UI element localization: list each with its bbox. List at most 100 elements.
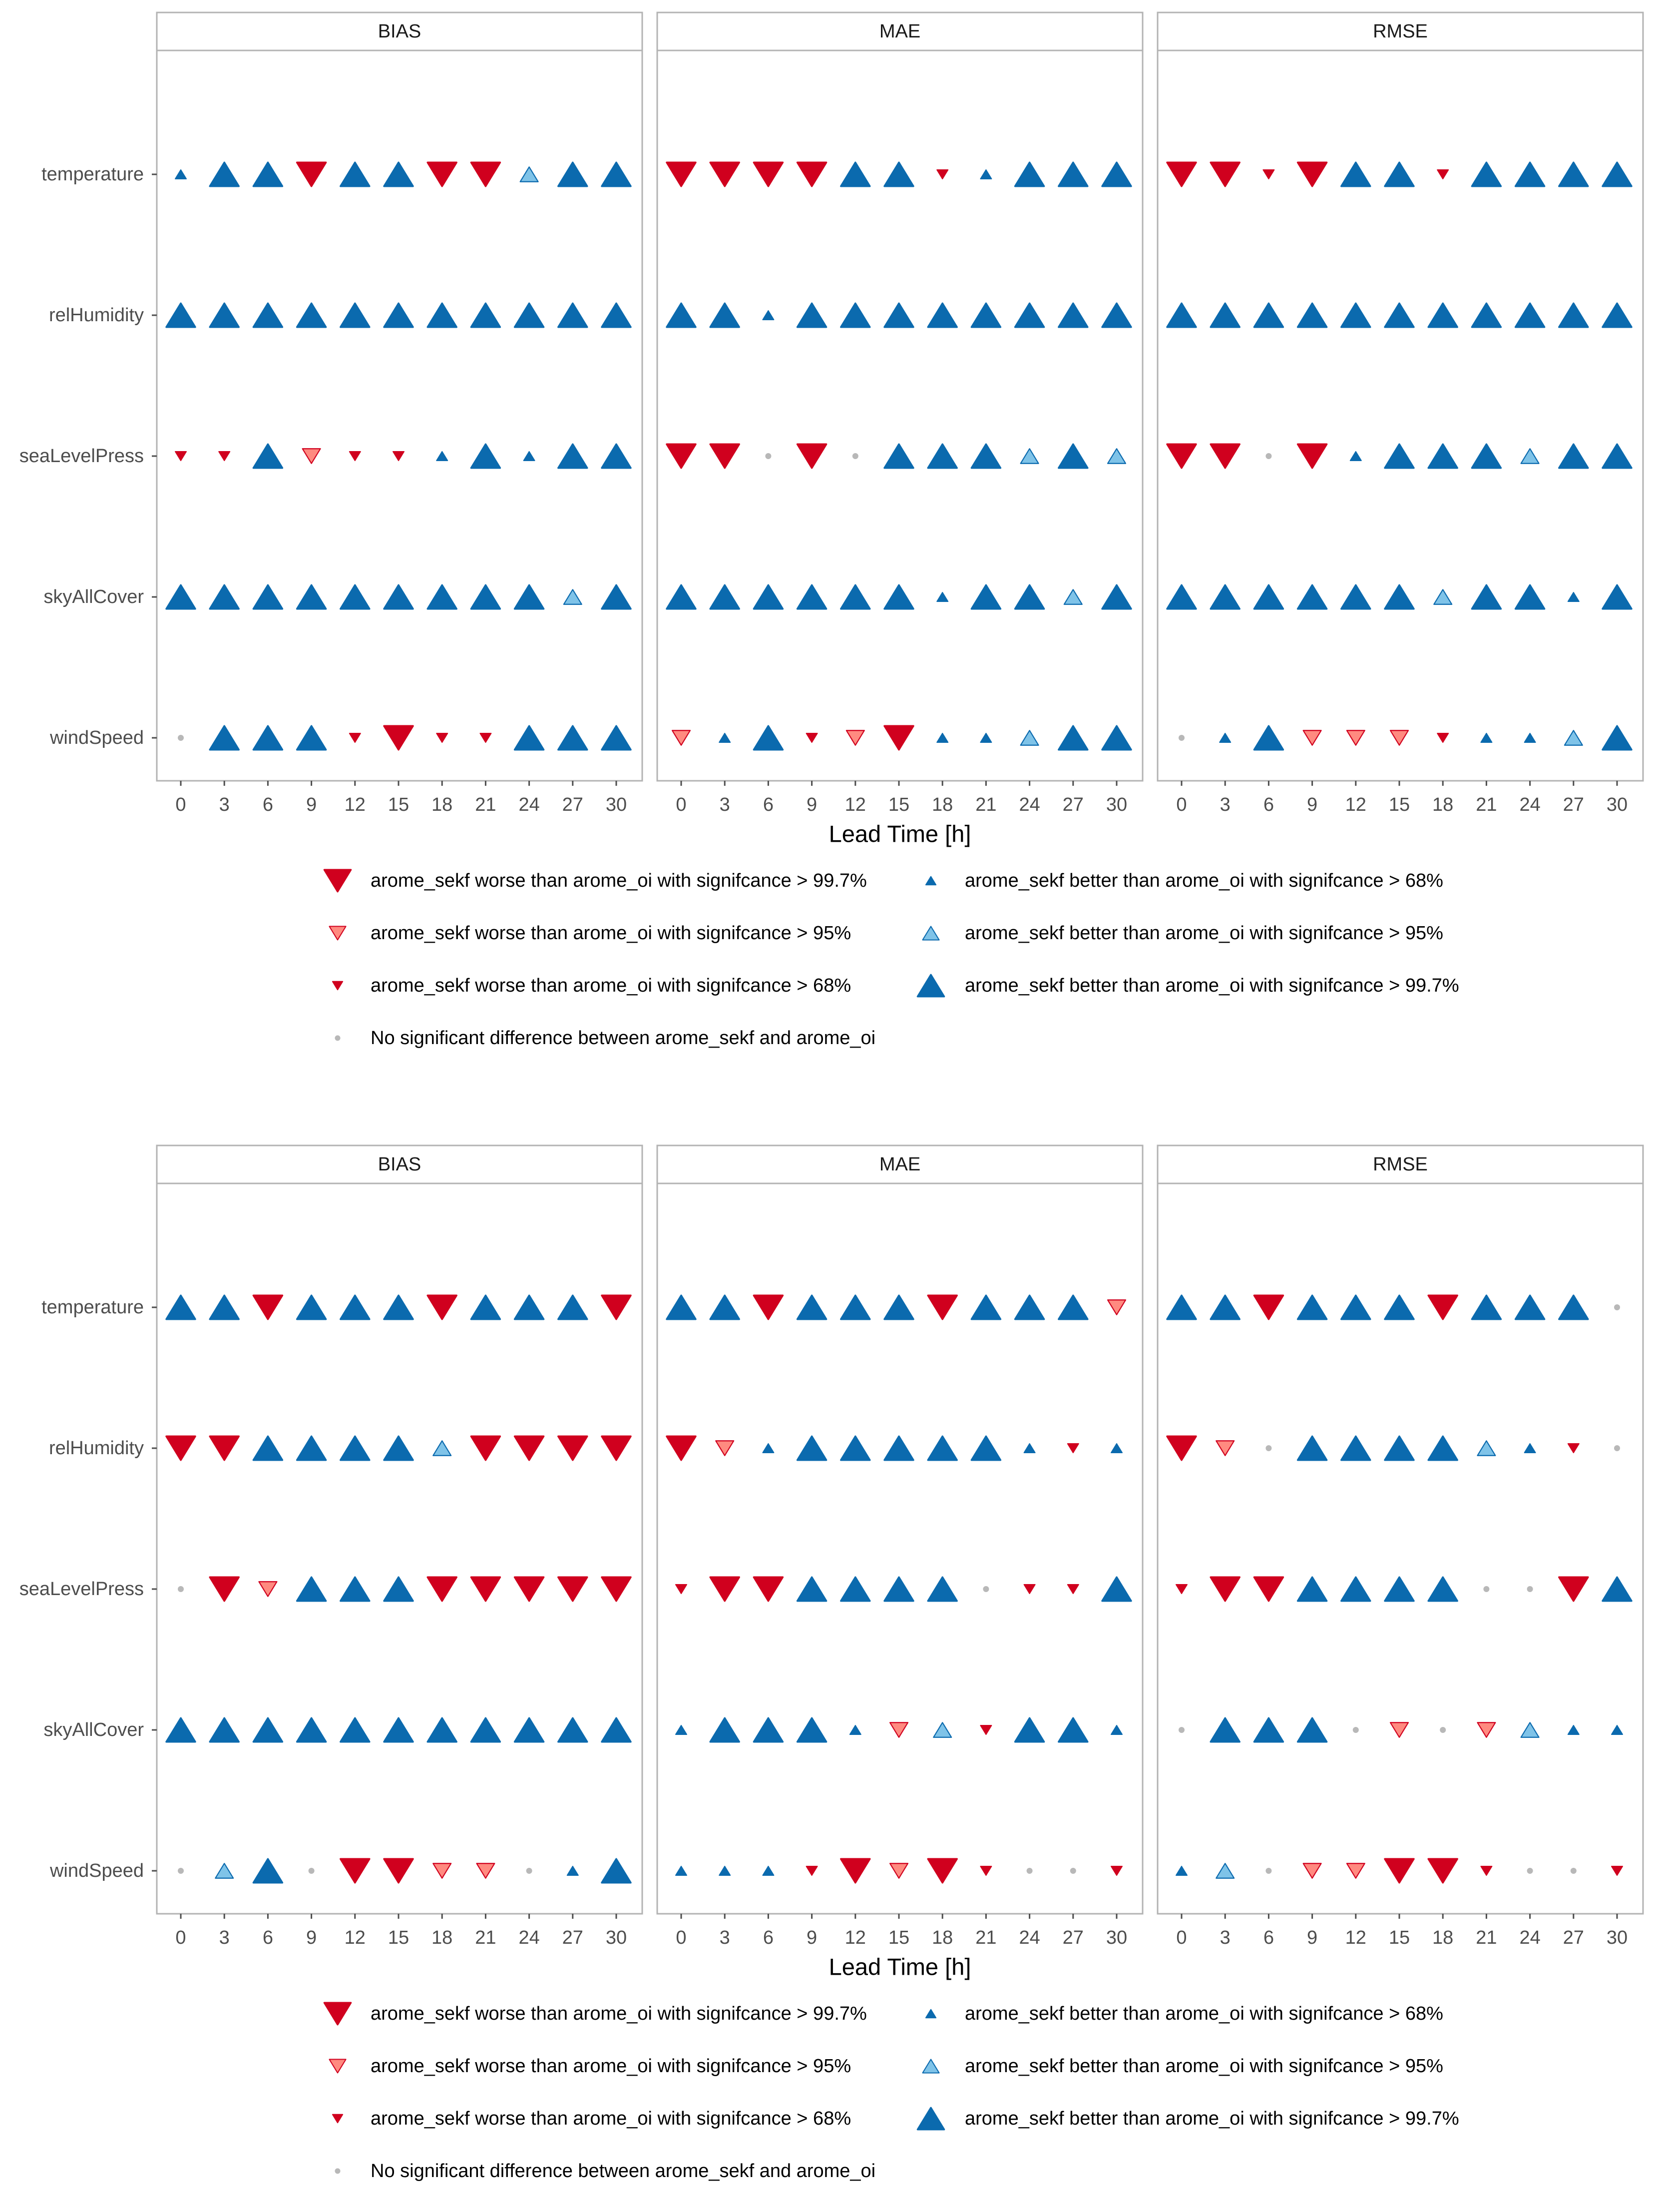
better-99-7-marker <box>709 302 740 328</box>
better-99-7-marker <box>601 1858 632 1884</box>
better-99-7-marker <box>513 725 545 751</box>
x-tick-label: 9 <box>306 794 317 815</box>
better-68-marker <box>980 169 992 180</box>
worse-99-7-marker <box>796 443 828 469</box>
x-tick-label: 30 <box>1106 794 1127 815</box>
worse-99-7-marker <box>165 1435 196 1461</box>
legend-label: No significant difference between arome_… <box>371 1028 875 1049</box>
y-tick-label: relHumidity <box>49 1438 144 1459</box>
better-99-7-marker <box>513 584 545 610</box>
better-99-7-marker <box>1471 302 1502 328</box>
neutral-marker <box>983 1586 989 1592</box>
x-tick-label: 12 <box>345 1927 366 1948</box>
x-tick-label: 21 <box>475 1927 496 1948</box>
x-tick-label: 24 <box>518 1927 539 1948</box>
neutral-marker <box>1614 1304 1620 1310</box>
legend-label: arome_sekf worse than arome_oi with sign… <box>371 2056 851 2077</box>
worse-99-7-marker <box>426 161 457 187</box>
worse-95-marker <box>1216 1440 1235 1456</box>
y-tick-label: temperature <box>41 1297 144 1318</box>
better-99-7-marker <box>1166 302 1197 328</box>
x-tick-label: 24 <box>1519 794 1540 815</box>
better-99-7-marker <box>666 584 697 610</box>
better-99-7-marker <box>383 1717 414 1743</box>
worse-99-7-marker <box>1210 443 1241 469</box>
better-99-7-marker <box>557 443 588 469</box>
better-68-marker <box>1023 1443 1036 1454</box>
worse-68-marker <box>332 981 344 991</box>
facet-panel-rmse: RMSE 0 3 6 9 12 15 18 21 24 27 30 <box>1157 1144 1644 1948</box>
worse-95-marker <box>1302 1863 1322 1879</box>
better-68-marker <box>1111 1724 1123 1735</box>
worse-99-7-marker <box>666 443 697 469</box>
better-99-7-marker <box>470 1294 501 1320</box>
better-68-marker <box>175 169 187 180</box>
better-99-7-marker <box>296 1576 327 1602</box>
worse-99-7-marker <box>709 443 740 469</box>
worse-99-7-marker <box>470 1576 501 1602</box>
worse-68-marker <box>980 1865 992 1876</box>
better-99-7-marker <box>1058 725 1089 751</box>
y-tick-label: windSpeed <box>49 727 144 748</box>
x-tick-label: 27 <box>1563 1927 1584 1948</box>
better-99-7-marker <box>209 302 240 328</box>
x-tick-label: 27 <box>562 1927 583 1948</box>
worse-99-7-marker <box>426 1294 457 1320</box>
x-axis-title: Lead Time [h] <box>829 820 971 847</box>
x-tick-label: 21 <box>1476 794 1497 815</box>
better-68-marker <box>762 1865 775 1876</box>
better-99-7-marker <box>1427 1576 1458 1602</box>
y-tick-label: skyAllCover <box>43 1719 144 1740</box>
better-99-7-marker <box>1602 161 1633 187</box>
x-tick-label: 30 <box>606 1927 627 1948</box>
worse-99-7-marker <box>513 1576 545 1602</box>
better-99-7-marker <box>557 161 588 187</box>
x-tick-label: 30 <box>606 794 627 815</box>
x-tick-label: 3 <box>720 1927 730 1948</box>
better-99-7-marker <box>970 584 1002 610</box>
worse-95-marker <box>1477 1722 1496 1738</box>
better-99-7-marker <box>840 1576 871 1602</box>
x-tick-label: 30 <box>1106 1927 1127 1948</box>
better-99-7-marker <box>1058 1294 1089 1320</box>
better-99-7-marker <box>1558 1294 1589 1320</box>
x-tick-label: 6 <box>263 1927 273 1948</box>
worse-68-marker <box>436 732 448 743</box>
plot-panel <box>656 49 1144 782</box>
x-tick-label: 15 <box>388 794 409 815</box>
better-99-7-marker <box>1602 1576 1633 1602</box>
better-99-7-marker <box>1253 302 1284 328</box>
better-99-7-marker <box>753 1717 784 1743</box>
neutral-marker <box>1440 1727 1446 1733</box>
x-tick-label: 0 <box>676 794 686 815</box>
better-99-7-marker <box>1558 302 1589 328</box>
better-99-7-marker <box>1384 1576 1415 1602</box>
better-99-7-marker <box>1514 161 1546 187</box>
better-95-marker <box>1520 1722 1540 1738</box>
x-tick-label: 0 <box>1176 1927 1187 1948</box>
better-99-7-marker <box>883 1576 914 1602</box>
worse-95-marker <box>889 1863 909 1879</box>
legend-item: No significant difference between arome_… <box>335 1028 875 1049</box>
better-99-7-marker <box>1210 1294 1241 1320</box>
legend-label: arome_sekf worse than arome_oi with sign… <box>371 870 867 891</box>
worse-68-marker <box>1567 1443 1580 1454</box>
better-68-marker <box>719 1865 731 1876</box>
better-68-marker <box>1524 732 1536 743</box>
worse-99-7-marker <box>796 161 828 187</box>
worse-99-7-marker <box>426 1576 457 1602</box>
x-tick-label: 6 <box>1263 1927 1274 1948</box>
better-99-7-marker <box>340 1294 371 1320</box>
better-99-7-marker <box>296 584 327 610</box>
neutral-marker <box>1179 1727 1185 1733</box>
better-95-marker <box>1433 589 1453 605</box>
y-tick-label: skyAllCover <box>43 586 144 607</box>
better-68-marker <box>436 451 448 462</box>
x-tick-label: 0 <box>175 1927 186 1948</box>
worse-68-marker <box>1176 1584 1188 1595</box>
neutral-marker <box>1265 1868 1272 1874</box>
better-99-7-marker <box>1296 584 1328 610</box>
better-99-7-marker <box>252 1435 284 1461</box>
x-tick-label: 12 <box>1345 794 1366 815</box>
